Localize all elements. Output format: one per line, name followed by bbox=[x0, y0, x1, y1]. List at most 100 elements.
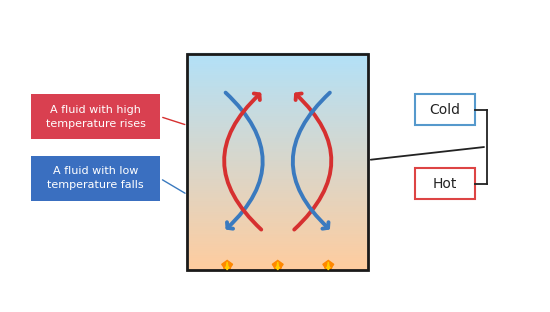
Bar bbox=[188, 156, 368, 158]
Bar bbox=[188, 85, 368, 88]
Bar bbox=[188, 123, 368, 126]
Bar bbox=[188, 167, 368, 169]
Bar bbox=[188, 71, 368, 74]
Bar bbox=[188, 98, 368, 101]
Bar bbox=[188, 199, 368, 202]
Bar bbox=[188, 255, 368, 258]
Bar bbox=[188, 170, 368, 173]
Bar bbox=[188, 244, 368, 247]
Bar bbox=[188, 201, 368, 204]
Polygon shape bbox=[272, 261, 283, 271]
Bar bbox=[188, 217, 368, 220]
Bar bbox=[188, 197, 368, 200]
Bar bbox=[188, 103, 368, 106]
Bar bbox=[188, 213, 368, 216]
Bar bbox=[188, 259, 368, 261]
Bar bbox=[188, 235, 368, 238]
Bar bbox=[188, 136, 368, 139]
Bar bbox=[188, 114, 368, 117]
Bar bbox=[188, 221, 368, 223]
Bar bbox=[188, 192, 368, 195]
Bar bbox=[188, 112, 368, 115]
Bar bbox=[188, 54, 368, 271]
Bar bbox=[188, 230, 368, 232]
Polygon shape bbox=[222, 261, 233, 271]
Bar bbox=[188, 62, 368, 65]
Bar bbox=[188, 163, 368, 166]
Bar bbox=[188, 132, 368, 135]
Bar bbox=[188, 93, 368, 95]
Bar bbox=[188, 150, 368, 153]
Bar bbox=[188, 96, 368, 99]
Polygon shape bbox=[323, 261, 334, 271]
Bar bbox=[188, 76, 368, 79]
Bar bbox=[188, 89, 368, 92]
Bar bbox=[188, 109, 368, 112]
Bar bbox=[188, 246, 368, 249]
Bar bbox=[188, 264, 368, 267]
Bar bbox=[188, 262, 368, 265]
Bar bbox=[188, 145, 368, 148]
Bar bbox=[188, 260, 368, 263]
Bar bbox=[188, 215, 368, 218]
Bar bbox=[188, 226, 368, 229]
Bar bbox=[188, 107, 368, 110]
Bar bbox=[188, 250, 368, 252]
Bar bbox=[188, 174, 368, 177]
Bar bbox=[188, 105, 368, 108]
Bar bbox=[188, 110, 368, 114]
Bar bbox=[188, 154, 368, 157]
Bar bbox=[188, 82, 368, 85]
Bar bbox=[188, 204, 368, 207]
Bar bbox=[188, 138, 368, 140]
Bar bbox=[188, 87, 368, 90]
Bar bbox=[188, 78, 368, 81]
Bar bbox=[188, 248, 368, 251]
Bar bbox=[188, 152, 368, 155]
Bar bbox=[188, 172, 368, 175]
Bar bbox=[188, 55, 368, 58]
Bar bbox=[188, 159, 368, 162]
Bar bbox=[188, 139, 368, 142]
Bar bbox=[188, 190, 368, 193]
Bar bbox=[188, 176, 368, 178]
Polygon shape bbox=[276, 262, 279, 270]
Bar bbox=[188, 206, 368, 209]
Bar bbox=[188, 179, 368, 182]
Bar bbox=[188, 53, 368, 56]
Bar bbox=[188, 188, 368, 191]
Bar bbox=[188, 233, 368, 236]
Bar bbox=[188, 73, 368, 76]
Bar bbox=[188, 253, 368, 256]
Text: A fluid with low
temperature falls: A fluid with low temperature falls bbox=[47, 166, 144, 190]
Bar bbox=[188, 66, 368, 68]
Bar bbox=[188, 127, 368, 130]
Bar bbox=[188, 130, 368, 133]
Polygon shape bbox=[327, 262, 330, 270]
Bar bbox=[188, 257, 368, 260]
Bar bbox=[188, 158, 368, 160]
Bar bbox=[188, 125, 368, 128]
Bar bbox=[188, 183, 368, 186]
Bar bbox=[188, 91, 368, 94]
Bar bbox=[188, 242, 368, 245]
Bar bbox=[188, 184, 368, 188]
Bar bbox=[188, 251, 368, 254]
Bar bbox=[188, 232, 368, 234]
Bar bbox=[188, 64, 368, 66]
Bar bbox=[188, 181, 368, 184]
Bar bbox=[188, 118, 368, 121]
Bar bbox=[188, 165, 368, 168]
Bar bbox=[188, 202, 368, 206]
Bar bbox=[188, 58, 368, 61]
Bar bbox=[188, 210, 368, 213]
Bar bbox=[188, 69, 368, 72]
Bar bbox=[188, 222, 368, 225]
Bar bbox=[188, 100, 368, 103]
Bar bbox=[188, 129, 368, 132]
Bar bbox=[188, 212, 368, 214]
Bar bbox=[188, 228, 368, 231]
Bar bbox=[188, 267, 368, 271]
Bar bbox=[188, 102, 368, 105]
Bar bbox=[188, 193, 368, 197]
